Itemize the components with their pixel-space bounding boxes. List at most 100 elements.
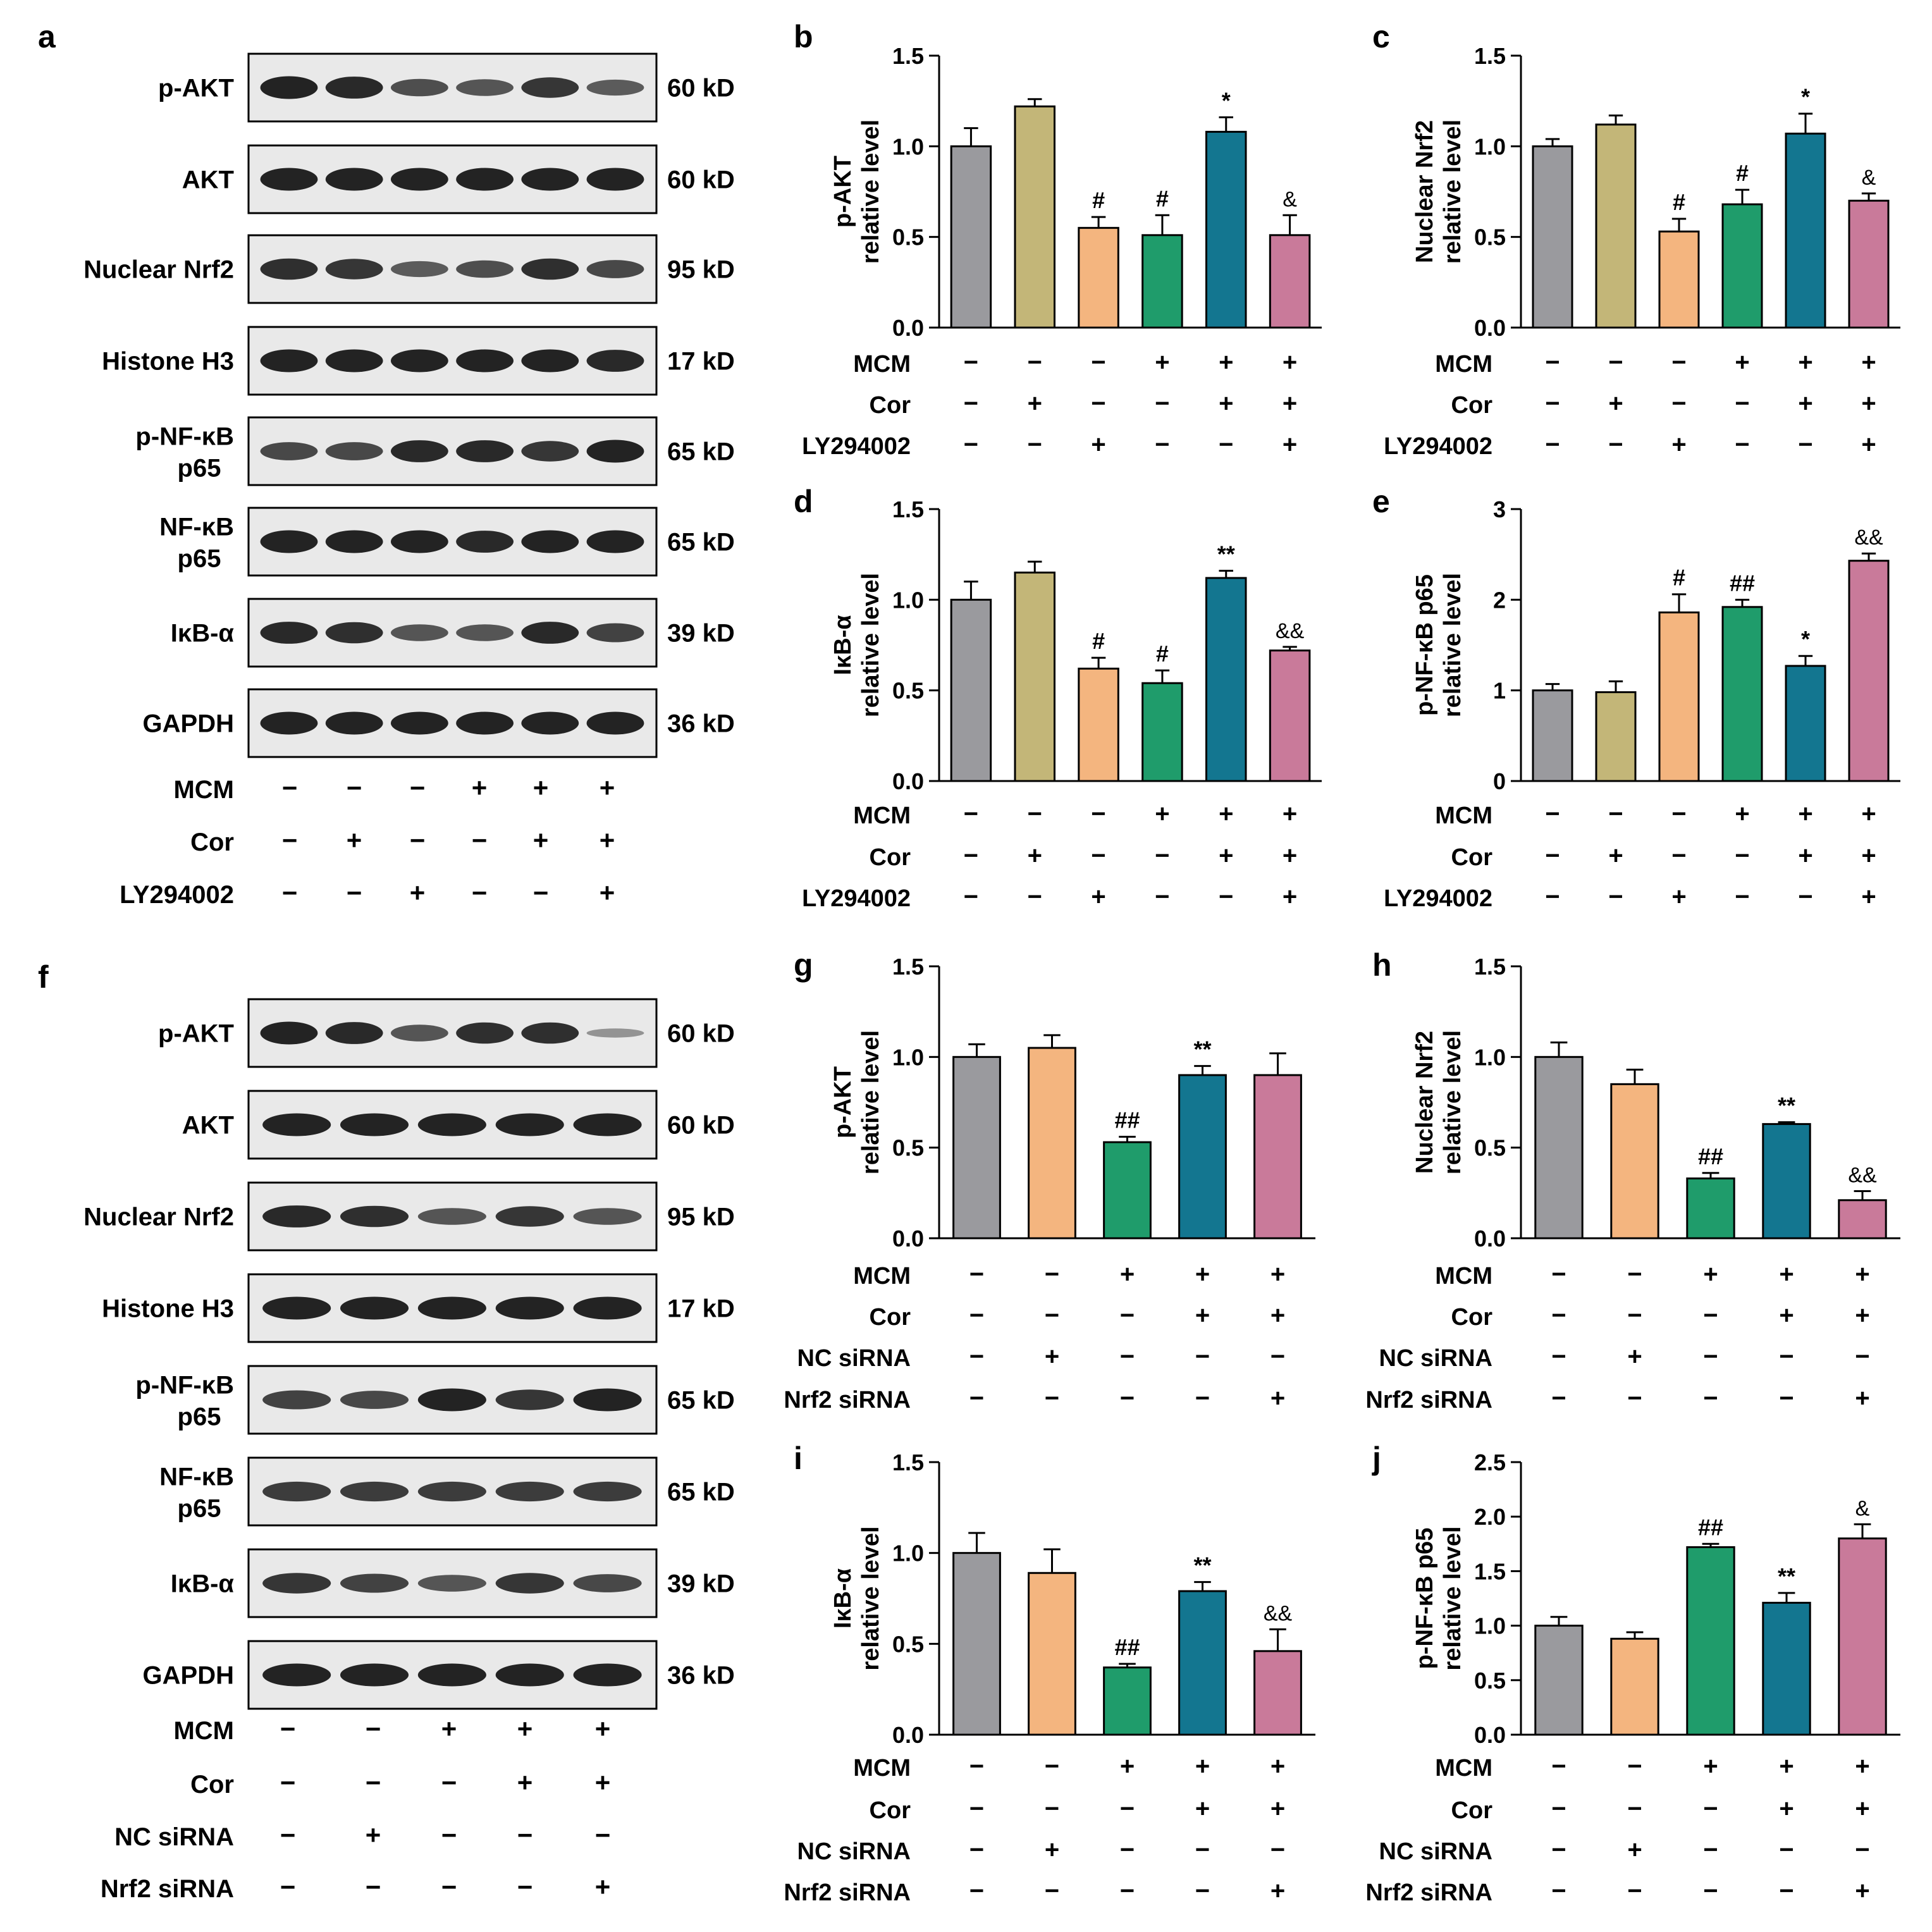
bar [1721,203,1763,329]
blot-band [260,168,318,191]
molecular-weight-label: 39 kD [667,1570,735,1598]
blot-band [456,440,514,462]
treatment-sign: − [1627,1752,1642,1780]
significance-mark: & [1862,166,1876,190]
bar [1686,1177,1735,1240]
y-axis-label-line2: relative level [1439,1526,1466,1670]
blot-band [495,1113,564,1136]
y-tick-label: 1.5 [892,954,924,980]
y-axis-label-line1: p-NF-κB p65 [1412,1528,1438,1670]
treatment-sign: + [595,1714,611,1744]
blot-band [325,442,383,460]
blot-band [495,1389,564,1410]
treatment-sign: − [1551,1301,1566,1329]
significance-mark: && [1848,1163,1877,1187]
y-axis-label-line2: relative level [858,120,884,264]
treatment-label: MCM [173,776,234,804]
treatment-sign: + [1627,1836,1642,1864]
treatment-sign: + [1861,431,1876,458]
blot-row: p-NF-κB p65 65 kD [135,416,735,486]
treatment-row: Cor − − − + + [870,1301,1286,1331]
bar [1028,1047,1076,1240]
protein-label: AKT [182,166,234,194]
treatment-sign: + [533,825,549,855]
treatment-sign: + [1091,883,1105,911]
treatment-sign: − [366,1872,381,1902]
y-tick-label: 0.5 [1474,225,1506,250]
treatment-sign: + [595,1872,611,1902]
blot-row: GAPDH 36 kD [143,1640,735,1710]
treatment-row: LY294002 − − + − − + [1384,883,1876,912]
significance-mark: # [1673,565,1685,591]
protein-label-line2: p65 [178,545,221,573]
bar [1269,234,1311,329]
treatment-sign: − [1091,390,1105,417]
treatment-sign: − [1779,1836,1794,1864]
treatment-sign: + [1798,800,1812,828]
blot-band [260,76,318,99]
treatment-sign: + [1608,842,1623,870]
blot-band [340,1663,409,1687]
y-axis-label-line2: relative level [1439,120,1466,264]
bar-chart-h: h 0.0 0.5 1.0 1.5 Nuclear Nrf2relative level #… [1365,947,1900,1413]
significance-mark: ## [1730,570,1755,596]
blot-band [340,1296,409,1320]
treatment-row: Cor − − − + + [190,1768,610,1799]
bar [1658,230,1700,329]
molecular-weight-label: 36 kD [667,710,735,738]
blot-band [456,79,514,96]
treatment-sign: + [1195,1301,1210,1329]
blot-row: AKT 60 kD [182,144,735,214]
treatment-sign: + [1283,348,1297,376]
treatment-sign: − [1028,800,1042,828]
protein-label-line2: p65 [178,1403,221,1431]
treatment-sign: − [1551,1752,1566,1780]
bar [1014,571,1056,782]
bar-chart-c: c 0.0 0.5 1.0 1.5 Nuclear Nrf2relative level #… [1372,19,1900,460]
y-axis-label: p-NF-κB p65relative level [1412,1526,1466,1670]
treatment-sign: − [1703,1384,1718,1412]
blot-row: Nuclear Nrf2 95 kD [83,234,735,304]
treatment-sign: − [1627,1384,1642,1412]
treatment-row: MCM − − + + + [853,1752,1285,1781]
treatment-sign: + [1703,1260,1718,1288]
blot-row: IκB-α 39 kD [171,1548,735,1618]
blot-row: p-AKT 60 kD [158,998,735,1068]
treatment-sign: − [410,825,426,855]
treatment-row: Nrf2 siRNA − − − − + [101,1872,610,1903]
treatment-sign: + [1855,1877,1869,1905]
significance-mark: # [1156,185,1169,211]
treatment-label: LY294002 [120,881,234,909]
treatment-sign: + [441,1714,457,1744]
treatment-sign: + [1271,1260,1285,1288]
blot-band [340,1205,409,1227]
bar [1205,577,1247,782]
y-axis-label: p-AKTrelative level [830,1030,884,1174]
treatment-sign: − [366,1714,381,1744]
treatment-sign: − [1551,1836,1566,1864]
treatment-sign: − [1608,883,1623,911]
bar [1762,1601,1811,1736]
significance-mark: ## [1698,1514,1723,1540]
treatment-sign: − [1671,348,1686,376]
bar [1721,606,1763,782]
significance-mark: * [1222,87,1231,113]
treatment-label: Nrf2 siRNA [1365,1880,1492,1906]
treatment-sign: + [1283,842,1297,870]
treatment-sign: + [517,1768,533,1797]
bar [1178,1590,1227,1736]
treatment-sign: + [1855,1795,1869,1823]
treatment-label: LY294002 [1384,433,1492,460]
blot-band [495,1296,564,1320]
significance-mark: ## [1114,1634,1140,1660]
y-tick-label: 0.0 [1474,1226,1506,1252]
treatment-sign: + [517,1714,533,1744]
significance-mark: * [1801,626,1810,652]
significance-mark: # [1092,628,1105,654]
treatment-label: MCM [853,803,911,829]
treatment-sign: + [1779,1301,1794,1329]
treatment-sign: − [1551,1384,1566,1412]
significance-mark: ## [1698,1143,1723,1169]
panel-letter: f [38,959,49,995]
